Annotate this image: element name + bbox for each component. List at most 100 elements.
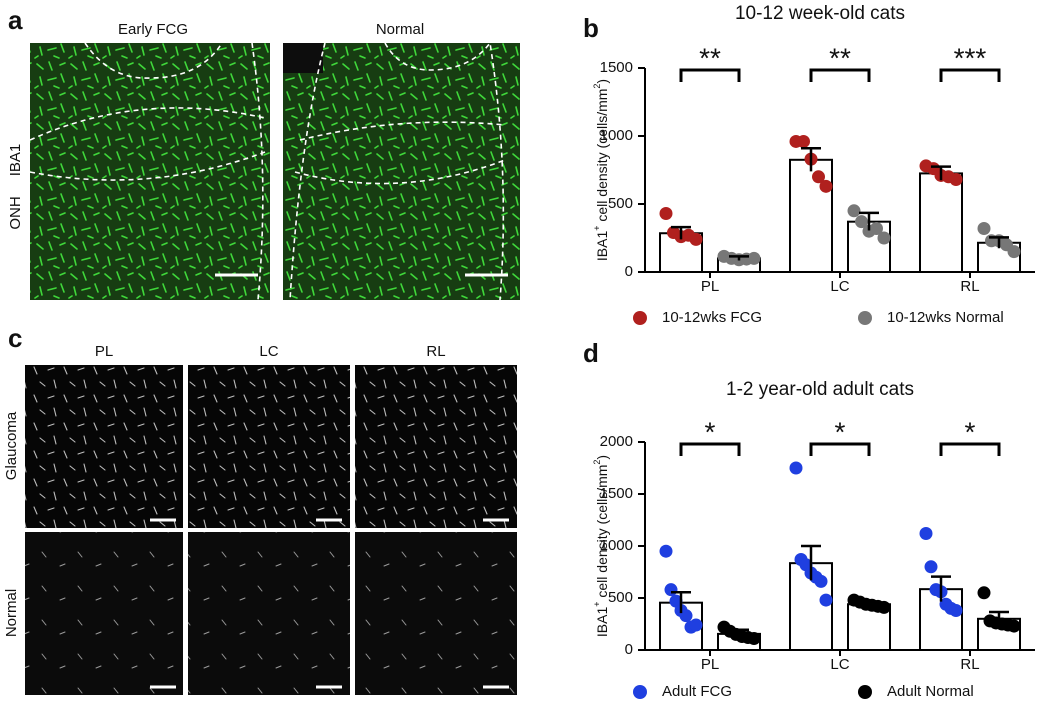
error-bar <box>931 575 951 602</box>
row-label: Glaucoma <box>3 411 20 480</box>
error-bar <box>671 225 691 240</box>
column-label: LC <box>259 343 278 360</box>
error-bar <box>729 628 749 639</box>
data-point <box>819 179 833 193</box>
x-tick-label: LC <box>830 278 849 295</box>
y-axis-label-part: IBA1 <box>594 607 610 638</box>
y-tick-label: 1000 <box>600 537 633 554</box>
y-tick-label: 1000 <box>600 127 633 144</box>
micrograph <box>29 42 270 301</box>
data-point <box>789 461 803 475</box>
data-point <box>659 207 673 221</box>
error-bar <box>801 544 821 581</box>
y-axis-label-part: cell density (cells/mm <box>594 89 610 226</box>
data-point <box>747 632 761 646</box>
column-label: PL <box>95 343 113 360</box>
significance-label: ** <box>699 42 721 73</box>
error-bar <box>989 610 1009 626</box>
data-point <box>689 618 703 632</box>
row-label: ONH <box>7 196 24 229</box>
significance-label: * <box>965 416 976 447</box>
y-tick-label: 1500 <box>600 59 633 76</box>
legend-label: Adult FCG <box>662 683 732 700</box>
x-tick-label: LC <box>830 656 849 673</box>
significance-bracket <box>939 68 1001 82</box>
y-tick-label: 500 <box>608 589 633 606</box>
panel-label: a <box>8 5 23 35</box>
bar <box>789 158 833 273</box>
data-point <box>747 251 761 265</box>
micrograph-grid <box>25 365 517 695</box>
error-bar <box>859 600 879 607</box>
x-tick-label: RL <box>960 278 979 295</box>
data-point <box>870 221 883 235</box>
column-label: RL <box>426 343 445 360</box>
bar <box>919 172 963 273</box>
data-point <box>877 600 891 614</box>
data-point <box>659 544 673 558</box>
legend-label: Adult Normal <box>887 683 974 700</box>
data-point <box>814 574 828 588</box>
error-bar <box>931 165 951 181</box>
data-point <box>797 134 810 148</box>
y-axis-label: IBA1+ cell density (cells/mm2) <box>592 455 609 637</box>
data-point <box>847 204 861 218</box>
chart-title: 1-2 year-old adult cats <box>726 379 914 400</box>
legend-label: 10-12wks Normal <box>887 309 1004 326</box>
y-axis-label-part: + <box>592 601 602 606</box>
data-point <box>855 215 868 229</box>
micrograph <box>283 40 520 301</box>
legend-label: 10-12wks FCG <box>662 309 762 326</box>
significance-label: * <box>835 416 846 447</box>
legend-marker <box>633 311 647 325</box>
data-point <box>1007 619 1021 633</box>
data-point <box>819 593 833 607</box>
y-axis-label-part: IBA1 <box>594 231 610 262</box>
y-tick-label: 0 <box>625 641 633 658</box>
error-bar <box>671 591 691 614</box>
legend-marker <box>858 685 872 699</box>
row-label: IBA1 <box>7 144 24 177</box>
panel-label: b <box>583 13 599 43</box>
error-bar <box>989 236 1009 249</box>
data-point <box>949 603 963 617</box>
y-axis-label-part: + <box>592 225 602 230</box>
data-point <box>977 586 991 600</box>
legend-marker <box>858 311 872 325</box>
data-point <box>679 609 693 623</box>
data-point <box>977 221 991 235</box>
y-tick-label: 500 <box>608 195 633 212</box>
x-tick-label: PL <box>701 278 719 295</box>
data-point <box>1007 245 1021 259</box>
significance-label: * <box>705 416 716 447</box>
y-axis-label: IBA1+ cell density (cells/mm2) <box>592 79 609 261</box>
significance-bracket <box>679 68 741 82</box>
data-point <box>689 232 703 246</box>
x-tick-label: RL <box>960 656 979 673</box>
significance-label: *** <box>954 42 987 73</box>
column-label: Early FCG <box>118 21 188 38</box>
y-tick-label: 2000 <box>600 433 633 450</box>
row-label: Normal <box>3 589 20 637</box>
y-axis-label-part: ) <box>594 455 610 460</box>
error-bar <box>859 211 879 231</box>
significance-bracket <box>939 442 1001 456</box>
data-point <box>812 170 825 184</box>
error-bar <box>729 255 749 261</box>
y-axis-label-part: ) <box>594 79 610 84</box>
significance-label: ** <box>829 42 851 73</box>
data-point <box>949 173 963 187</box>
y-axis-label-part: 2 <box>592 84 602 89</box>
column-label: Normal <box>376 21 424 38</box>
panel-label: d <box>583 338 599 368</box>
significance-bracket <box>809 442 871 456</box>
y-tick-label: 1500 <box>600 485 633 502</box>
y-axis-label-part: 2 <box>592 460 602 465</box>
significance-bracket <box>809 68 871 82</box>
panel-label: c <box>8 323 22 353</box>
significance-bracket <box>679 442 741 456</box>
legend-marker <box>633 685 647 699</box>
chart-title: 10-12 week-old cats <box>735 3 905 24</box>
y-axis-label-part: cell density (cells/mm <box>594 465 610 602</box>
